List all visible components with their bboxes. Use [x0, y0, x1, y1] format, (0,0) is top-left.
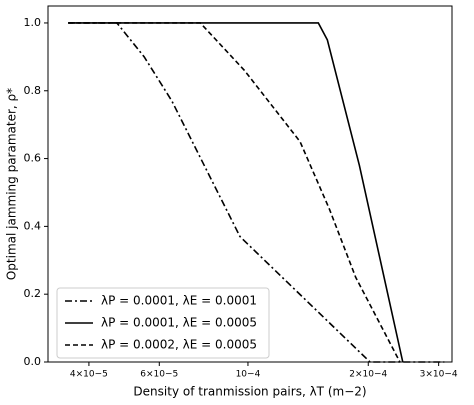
x-tick-label: 3×10−4	[420, 370, 458, 380]
plot-frame	[47, 5, 453, 363]
y-tick-label: 0.4	[24, 219, 42, 232]
legend-label: λP = 0.0002, λE = 0.0005	[101, 338, 257, 352]
x-tick-label: 6×10−5	[140, 370, 178, 380]
legend-label: λP = 0.0001, λE = 0.0005	[101, 316, 257, 330]
x-tick-label: 2×10−4	[349, 370, 387, 380]
legend-box	[56, 287, 270, 359]
y-tick-label: 0.2	[24, 287, 42, 300]
x-tick-label: 4×10−5	[70, 370, 108, 380]
legend-label: λP = 0.0001, λE = 0.0001	[101, 294, 257, 308]
y-axis-label: Optimal jamming paramater, ρ*	[5, 88, 19, 280]
y-tick-label: 0.6	[24, 152, 42, 165]
line-series	[68, 22, 404, 363]
line-series	[68, 22, 401, 363]
y-tick-label: 0.0	[24, 355, 42, 368]
x-axis-label: Density of tranmission pairs, λT (m−2)	[133, 385, 366, 399]
y-tick-label: 0.8	[24, 84, 42, 97]
y-tick-label: 1.0	[24, 16, 42, 29]
x-tick-label: 10−4	[236, 370, 261, 380]
